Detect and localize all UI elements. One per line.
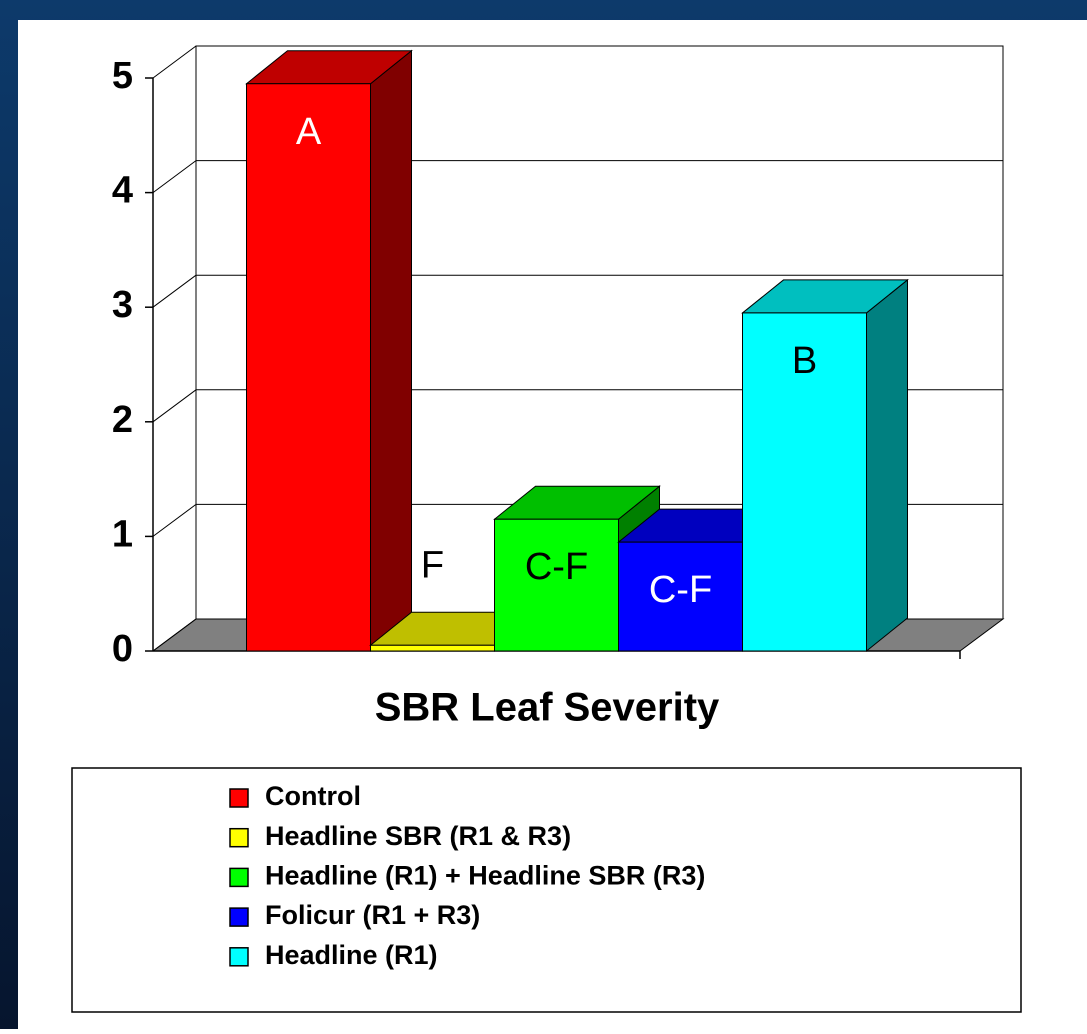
legend-swatch	[229, 867, 249, 888]
y-tick-label: 2	[112, 399, 133, 441]
bar	[618, 541, 743, 652]
legend-label: Folicur (R1 + R3)	[265, 900, 480, 930]
data-label: F	[421, 544, 444, 586]
legend-label: Headline (R1) + Headline SBR (R3)	[265, 861, 705, 891]
grid-line	[152, 160, 197, 194]
bar	[494, 518, 619, 652]
grid-line	[152, 274, 197, 308]
y-tick-label: 3	[112, 284, 133, 326]
legend-label: Headline (R1)	[265, 940, 438, 970]
legend-swatch	[229, 907, 249, 927]
grid-line	[152, 503, 197, 537]
legend-swatch	[229, 827, 249, 848]
data-label: B	[792, 340, 817, 382]
legend-swatch	[229, 947, 249, 967]
data-label: C-F	[525, 546, 588, 588]
y-tick-label: 0	[112, 628, 133, 670]
grid-line	[152, 618, 197, 652]
grid-line	[152, 45, 197, 79]
legend	[71, 767, 1022, 1013]
bar-side	[866, 278, 908, 653]
data-label: A	[296, 111, 322, 153]
legend-label: Headline SBR (R1 & R3)	[265, 821, 571, 851]
bar	[370, 644, 495, 652]
bar	[742, 312, 867, 652]
y-tick-label: 5	[112, 55, 133, 97]
bar-side	[370, 49, 412, 653]
bar	[246, 83, 371, 652]
y-tick-label: 4	[112, 170, 133, 212]
chart-title: SBR Leaf Severity	[375, 686, 720, 730]
legend-label: Control	[265, 781, 361, 811]
grid-line	[152, 389, 197, 423]
data-label: C-F	[649, 569, 712, 611]
legend-swatch	[229, 788, 249, 808]
y-tick-label: 1	[112, 513, 133, 555]
